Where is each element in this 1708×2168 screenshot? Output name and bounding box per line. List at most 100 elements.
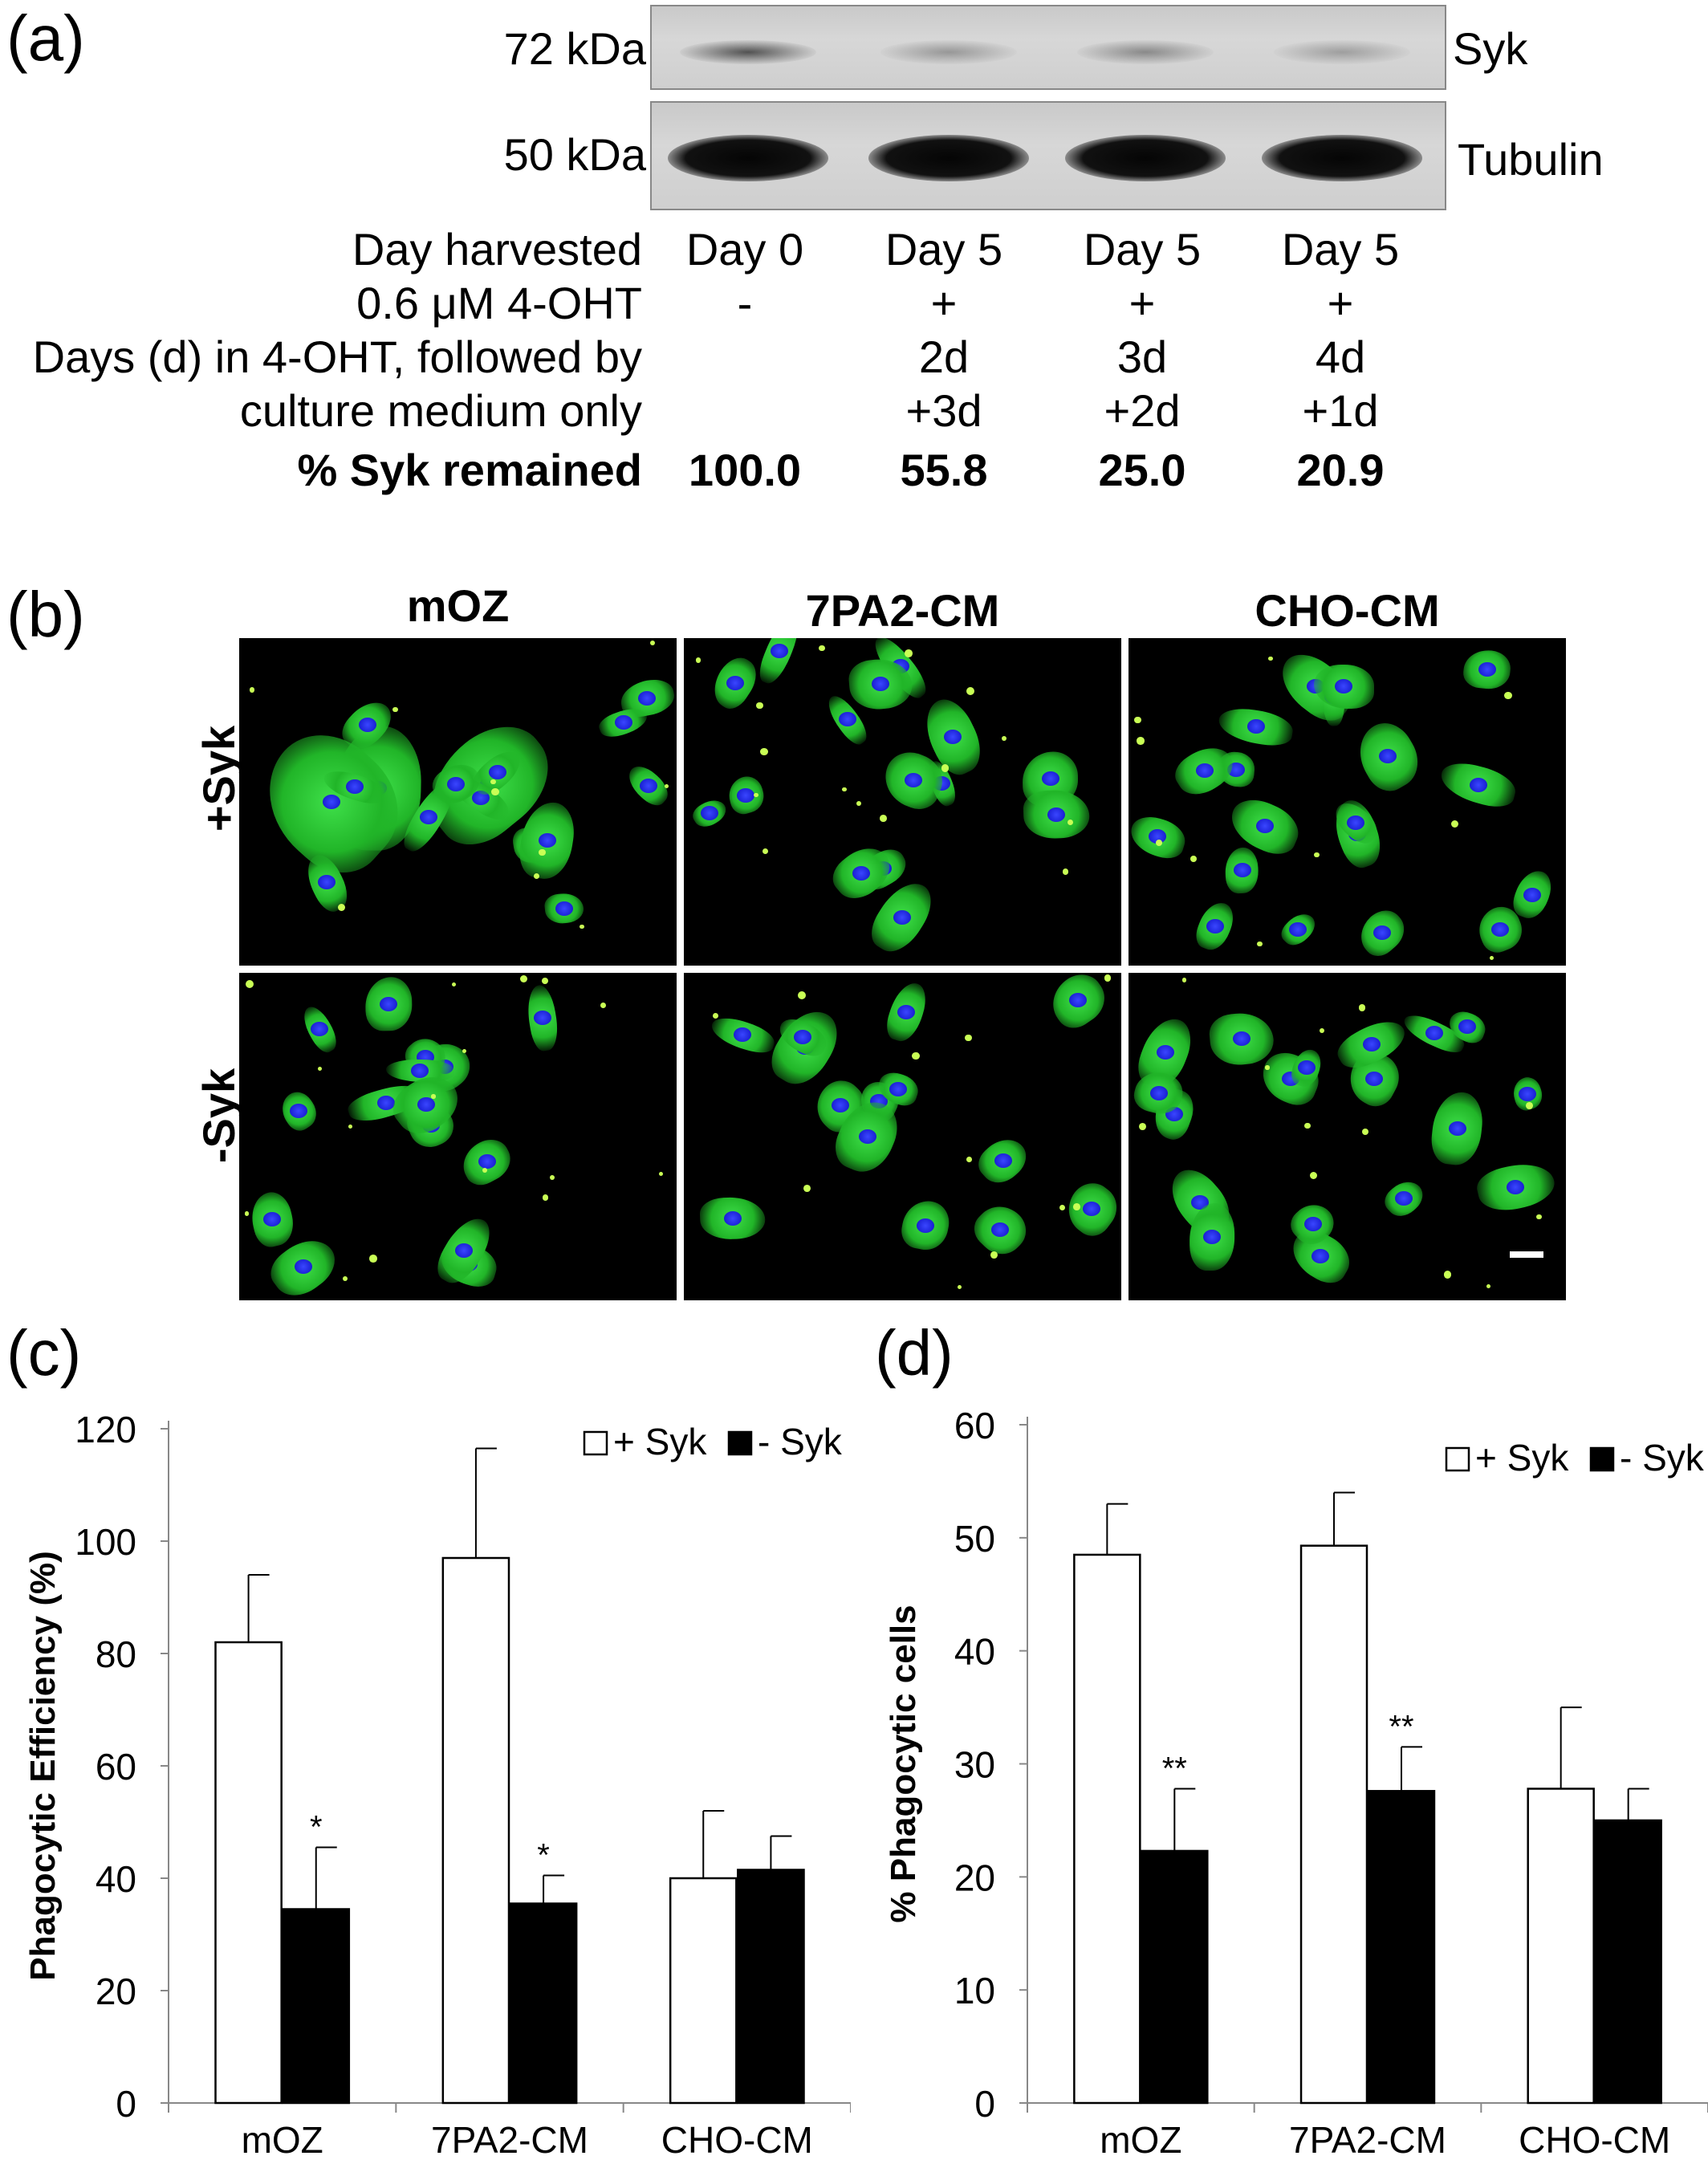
nucleus <box>290 1103 308 1118</box>
particle <box>649 640 656 646</box>
table-cell: 100.0 <box>688 445 802 495</box>
table-cell: Day 5 <box>1281 224 1400 275</box>
nucleus <box>311 1022 329 1037</box>
nucleus <box>1312 1248 1330 1263</box>
particle <box>392 706 398 713</box>
nucleus <box>538 833 556 848</box>
table-cell: Day 0 <box>685 224 804 275</box>
particle <box>533 873 539 880</box>
nucleus <box>893 909 911 925</box>
nucleus <box>889 1081 907 1096</box>
significance-marker: * <box>310 1810 323 1845</box>
nucleus <box>871 677 889 692</box>
legend-label-plus-syk: + Syk <box>613 1421 707 1462</box>
table-cell: 4d <box>1315 332 1366 382</box>
particle <box>250 687 255 693</box>
y-tick-label: 30 <box>954 1744 995 1786</box>
particle <box>1104 974 1112 982</box>
syk-blot <box>650 5 1446 90</box>
nucleus <box>1149 1085 1168 1100</box>
y-axis-label: % Phagocytic cells <box>884 1605 923 1922</box>
particle <box>337 903 346 911</box>
particle <box>966 1157 972 1162</box>
legend-swatch-minus-syk <box>1589 1446 1615 1472</box>
table-cell: +1d <box>1302 385 1379 436</box>
particle <box>803 1185 811 1193</box>
nucleus <box>455 1243 474 1258</box>
y-tick-label: 100 <box>75 1521 136 1563</box>
particle <box>1304 1122 1311 1129</box>
row-label-plus-syk: +Syk <box>193 725 244 832</box>
table-cell: 55.8 <box>900 445 988 495</box>
particle <box>912 1051 920 1060</box>
table-cell: +3d <box>905 385 982 436</box>
nucleus <box>1523 887 1542 902</box>
bar-minus-syk <box>1141 1849 1209 2105</box>
table-cell: + <box>1128 278 1156 328</box>
legend-label-minus-syk: - Syk <box>758 1421 843 1462</box>
tubulin-band <box>668 135 828 181</box>
nucleus <box>614 714 632 730</box>
syk-band <box>680 40 816 64</box>
nucleus <box>411 1063 429 1078</box>
particle <box>1503 691 1512 700</box>
y-tick-label: 20 <box>954 1857 995 1898</box>
nucleus <box>488 765 506 780</box>
nucleus <box>420 809 438 824</box>
tubulin-band <box>1065 135 1226 181</box>
particle <box>600 1003 606 1009</box>
bar-minus-syk <box>1594 1819 1662 2105</box>
table-row-label: Days (d) in 4-OHT, followed by <box>32 332 642 382</box>
particle <box>520 975 528 983</box>
nucleus <box>1297 1060 1316 1076</box>
micrograph-syk-7pa2cm <box>684 638 1121 966</box>
table-cell: - <box>737 278 753 328</box>
syk-band <box>1274 40 1410 64</box>
nucleus <box>1256 818 1275 833</box>
nucleus <box>317 875 336 890</box>
particle <box>1190 856 1197 863</box>
particle <box>348 1124 353 1129</box>
nucleus <box>377 1095 396 1110</box>
y-tick-label: 0 <box>974 2083 995 2125</box>
nucleus <box>904 773 922 788</box>
table-cell: + <box>1327 278 1354 328</box>
table-cell: Day 5 <box>885 224 1003 275</box>
particle <box>317 1067 322 1072</box>
table-cell: Day 5 <box>1083 224 1202 275</box>
particle <box>1068 820 1074 826</box>
nucleus <box>1425 1026 1443 1041</box>
bar-chart-phagocytic-efficiency: 0 20 40 60 80 100 120 Phagocytic Efficiency (%)… <box>23 1409 851 2161</box>
nucleus <box>1490 921 1509 937</box>
particle <box>990 1251 998 1259</box>
row-label-minus-syk: -Syk <box>193 1068 244 1164</box>
nucleus <box>771 643 789 658</box>
y-tick-label: 80 <box>96 1633 136 1675</box>
bar-minus-syk <box>737 1869 805 2105</box>
particle <box>1063 868 1069 875</box>
table-cell: 20.9 <box>1296 445 1385 495</box>
bar-plus-syk <box>441 1556 510 2105</box>
nucleus <box>1507 1179 1525 1194</box>
nucleus <box>1519 1086 1537 1101</box>
particle <box>1314 852 1320 858</box>
nucleus <box>1335 679 1353 694</box>
particle <box>966 687 975 696</box>
particle <box>1265 1065 1270 1070</box>
marker-72kda: 72 kDa <box>503 23 646 74</box>
legend-swatch-plus-syk <box>1445 1446 1470 1472</box>
particle <box>482 1168 487 1173</box>
nucleus <box>991 1222 1010 1238</box>
table-cell: +2d <box>1104 385 1181 436</box>
bar-minus-syk <box>282 1908 351 2105</box>
nucleus <box>1196 763 1214 778</box>
particle <box>542 1194 549 1201</box>
particle <box>695 657 702 663</box>
particle <box>342 1275 348 1281</box>
particle <box>541 977 549 985</box>
nucleus <box>1232 1031 1250 1047</box>
particle <box>957 1284 962 1290</box>
particle <box>431 1094 436 1099</box>
particle <box>664 783 669 789</box>
nucleus <box>1470 777 1488 792</box>
